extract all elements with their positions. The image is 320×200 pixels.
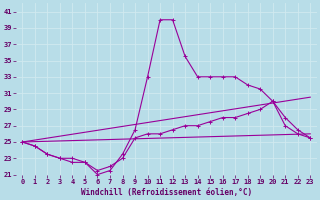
X-axis label: Windchill (Refroidissement éolien,°C): Windchill (Refroidissement éolien,°C) <box>81 188 252 197</box>
